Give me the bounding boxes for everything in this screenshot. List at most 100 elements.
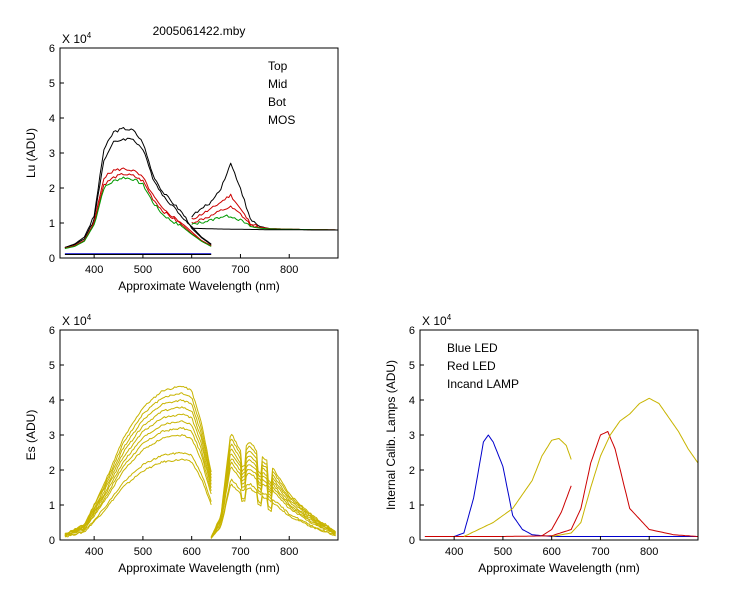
legend-entry-mid: Mid bbox=[268, 77, 287, 91]
es-series-long-line bbox=[210, 466, 336, 538]
lamps-y-tick-label: 2 bbox=[409, 465, 415, 477]
lamps-y-tick-label: 3 bbox=[409, 430, 415, 442]
es-series-long-line bbox=[210, 483, 336, 539]
legend-entry-top: Top bbox=[268, 59, 288, 73]
es-series-short-line bbox=[64, 406, 212, 536]
lu-series-top-line bbox=[191, 227, 338, 231]
es-series-short-line bbox=[64, 451, 212, 537]
lu-x-tick-label: 600 bbox=[183, 264, 201, 276]
lamps-y-ticks: 0 1 2 3 4 5 6 bbox=[409, 325, 424, 547]
es-x-tick-label: 800 bbox=[280, 546, 298, 558]
es-exponent-power: 4 bbox=[87, 313, 92, 322]
lu-series-top-line bbox=[64, 127, 212, 248]
lamps-y-tick-label: 4 bbox=[409, 395, 415, 407]
es-x-ticks: 400 500 600 700 800 bbox=[85, 536, 298, 558]
lamps-series-red-led-line bbox=[424, 431, 699, 537]
lu-exponent-base: X 10 bbox=[62, 32, 87, 46]
lamps-x-tick-label: 500 bbox=[494, 546, 512, 558]
lu-y-tick-label: 2 bbox=[49, 183, 55, 195]
lu-legend: Top Mid Bot MOS bbox=[268, 59, 295, 127]
lamps-x-tick-label: 400 bbox=[445, 546, 463, 558]
lu-series-mid-line bbox=[64, 173, 212, 249]
es-series-short-line bbox=[64, 413, 212, 536]
lamps-x-tick-label: 700 bbox=[591, 546, 609, 558]
es-series-short-line bbox=[64, 458, 212, 538]
es-y-tick-label: 3 bbox=[49, 430, 55, 442]
es-y-axis-label: Es (ADU) bbox=[24, 410, 38, 461]
lu-x-tick-label: 400 bbox=[85, 264, 103, 276]
lamps-x-tick-label: 800 bbox=[640, 546, 658, 558]
lamps-series-incand-lamp-line bbox=[463, 438, 572, 537]
legend-entry-mos: MOS bbox=[268, 113, 295, 127]
lu-y-ticks: 0 1 2 3 4 5 6 bbox=[49, 43, 64, 265]
lu-x-tick-label: 800 bbox=[280, 264, 298, 276]
es-y-ticks: 0 1 2 3 4 5 6 bbox=[49, 325, 64, 547]
es-y-tick-label: 0 bbox=[49, 535, 55, 547]
es-x-tick-label: 600 bbox=[183, 546, 201, 558]
lu-exponent-label: X 104 bbox=[62, 31, 92, 46]
lu-x-tick-label: 700 bbox=[231, 264, 249, 276]
es-series-group bbox=[64, 385, 336, 539]
legend-entry-red-led: Red LED bbox=[447, 359, 496, 373]
lamps-x-axis-label: Approximate Wavelength (nm) bbox=[478, 561, 640, 575]
legend-entry-blue-led: Blue LED bbox=[447, 341, 498, 355]
lamps-x-ticks: 400 500 600 700 800 bbox=[445, 536, 658, 558]
lamps-legend: Blue LED Red LED Incand LAMP bbox=[447, 341, 519, 391]
lu-y-tick-label: 4 bbox=[49, 113, 55, 125]
lamps-exponent-label: X 104 bbox=[422, 313, 452, 328]
lamps-exponent-base: X 10 bbox=[422, 314, 447, 328]
es-series-long-line bbox=[210, 478, 336, 539]
es-exponent-label: X 104 bbox=[62, 313, 92, 328]
lamps-series-blue-led-line bbox=[424, 434, 698, 537]
es-series-short-line bbox=[64, 427, 212, 537]
lu-y-axis-label: Lu (ADU) bbox=[24, 128, 38, 178]
lamps-y-tick-label: 6 bbox=[409, 325, 415, 337]
es-exponent-base: X 10 bbox=[62, 314, 87, 328]
es-series-short-line bbox=[64, 385, 212, 534]
es-x-tick-label: 500 bbox=[134, 546, 152, 558]
figure-title: 2005061422.mby bbox=[153, 24, 246, 38]
lu-series-group bbox=[64, 127, 338, 255]
lu-panel: 400 500 600 700 800 0 1 2 3 4 5 6 Approximate Wave… bbox=[24, 31, 339, 293]
es-y-tick-label: 1 bbox=[49, 500, 55, 512]
es-x-tick-label: 400 bbox=[85, 546, 103, 558]
lu-x-tick-label: 500 bbox=[134, 264, 152, 276]
es-series-short-line bbox=[64, 420, 212, 537]
lamps-y-axis-label: Internal Calib. Lamps (ADU) bbox=[384, 360, 398, 510]
es-series-short-line bbox=[64, 392, 212, 535]
lu-y-tick-label: 0 bbox=[49, 253, 55, 265]
es-series-long-line bbox=[210, 453, 336, 539]
lu-y-tick-label: 3 bbox=[49, 148, 55, 160]
es-series-long-line bbox=[210, 448, 336, 538]
lamps-series-incand-lamp-line bbox=[551, 397, 699, 537]
lu-x-ticks: 400 500 600 700 800 bbox=[85, 254, 298, 276]
es-y-tick-label: 4 bbox=[49, 395, 55, 407]
lu-y-tick-label: 5 bbox=[49, 78, 55, 90]
lu-series-mid-line bbox=[191, 205, 338, 231]
es-panel: 400 500 600 700 800 0 1 2 3 4 5 6 Approximate Wave… bbox=[24, 313, 339, 575]
legend-entry-incand-lamp: Incand LAMP bbox=[447, 377, 519, 391]
es-series-long-line bbox=[210, 438, 336, 538]
lu-series-top-line bbox=[64, 137, 212, 248]
lu-axes-frame bbox=[59, 47, 339, 259]
lu-x-axis-label: Approximate Wavelength (nm) bbox=[118, 279, 280, 293]
lamps-x-tick-label: 600 bbox=[543, 546, 561, 558]
lu-y-tick-label: 6 bbox=[49, 43, 55, 55]
lu-series-bot-line bbox=[64, 176, 212, 250]
es-x-tick-label: 700 bbox=[231, 546, 249, 558]
legend-entry-bot: Bot bbox=[268, 95, 287, 109]
lamps-panel: 400 500 600 700 800 0 1 2 3 4 5 6 Approximate Wave… bbox=[384, 313, 699, 575]
es-y-tick-label: 2 bbox=[49, 465, 55, 477]
es-series-long-line bbox=[210, 461, 336, 539]
es-y-tick-label: 6 bbox=[49, 325, 55, 337]
lamps-y-tick-label: 1 bbox=[409, 500, 415, 512]
lamps-series-red-led-line bbox=[541, 485, 572, 537]
lamps-y-tick-label: 5 bbox=[409, 360, 415, 372]
lamps-exponent-power: 4 bbox=[447, 313, 452, 322]
es-series-short-line bbox=[64, 399, 212, 535]
lu-y-tick-label: 1 bbox=[49, 218, 55, 230]
es-y-tick-label: 5 bbox=[49, 360, 55, 372]
lamps-series-group bbox=[424, 397, 699, 537]
es-x-axis-label: Approximate Wavelength (nm) bbox=[118, 561, 280, 575]
